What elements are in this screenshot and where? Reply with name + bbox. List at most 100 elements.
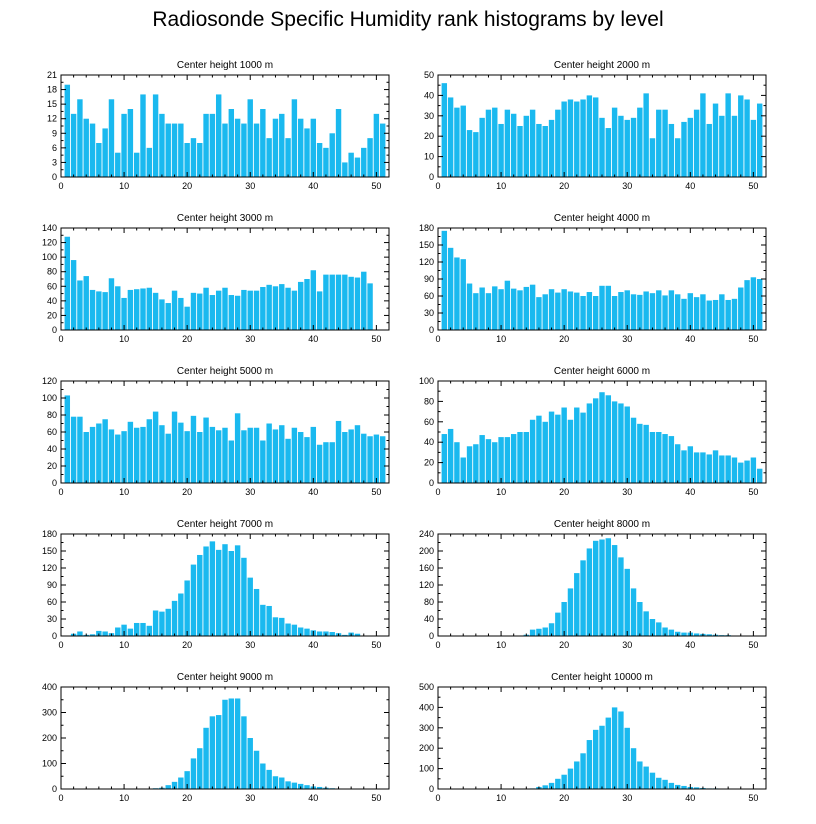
histogram-bar [580,412,586,483]
histogram-bar [744,99,750,177]
histogram-bar [719,294,725,330]
histogram-bar [611,296,618,330]
y-tick-label: 0 [429,172,434,182]
histogram-bar [266,769,272,790]
x-tick-label: 0 [435,640,440,650]
histogram-bar [624,290,630,330]
histogram-bar [209,295,216,330]
histogram-bar [121,297,127,330]
histogram-bar [536,297,542,330]
x-tick-label: 50 [748,793,758,803]
y-tick-label: 60 [424,291,434,301]
histogram-bar [725,93,731,177]
x-tick-label: 20 [559,640,569,650]
histogram-bar [77,280,83,330]
histogram-bar [304,437,310,483]
histogram-bar [361,271,367,330]
histogram-bar [146,147,153,177]
histogram-bar [561,602,567,636]
histogram-bar [70,113,77,177]
histogram-bar [592,97,599,177]
histogram-bar [750,119,757,177]
histogram-bar [731,457,738,483]
histogram-bar [473,293,479,330]
histogram-bar [279,617,285,636]
histogram-bar [64,84,71,177]
histogram-bar [203,727,209,789]
histogram-bar [750,277,757,330]
histogram-bar [102,128,108,177]
x-tick-label: 50 [371,334,381,344]
histogram-bar [323,147,329,177]
y-tick-label: 0 [429,478,434,488]
histogram-bar [77,416,83,483]
histogram-bar [165,608,171,636]
panel-title: Center height 8000 m [554,519,650,530]
x-tick-label: 50 [371,793,381,803]
histogram-bar [700,452,706,483]
histogram-bar [121,113,127,177]
y-tick-label: 80 [47,267,57,277]
histogram-bar [479,287,485,330]
panel-title: Center height 3000 m [177,213,273,224]
histogram-bar [260,287,266,330]
histogram-bar [190,292,197,330]
histogram-bar [637,107,643,177]
histogram-bar [574,761,580,789]
histogram-bar [561,774,567,789]
histogram-bar [266,423,272,483]
histogram-bar [165,785,171,789]
histogram-bar [96,423,102,483]
histogram-bar [580,99,586,177]
histogram-bar [140,426,146,483]
histogram-bar [354,425,361,483]
histogram-bar [260,604,266,636]
histogram-bar [178,422,184,483]
histogram-bar [611,545,618,636]
histogram-bar [706,454,712,483]
histogram-bar [234,413,241,483]
histogram-bar [504,280,511,330]
figure-title: Radiosonde Specific Humidity rank histog… [152,8,664,31]
histogram-bar [329,442,335,483]
histogram-bar [228,295,235,330]
histogram-bar [247,577,253,636]
histogram-bar [630,417,637,483]
histogram-bar [555,292,561,330]
histogram-bar [209,113,216,177]
histogram-bar [637,423,643,483]
histogram-bar [662,109,668,177]
histogram-bar [89,289,96,330]
histogram-bar [272,617,279,636]
histogram-bar [725,455,731,483]
histogram-bar [152,411,159,483]
histogram-bar [586,740,593,789]
histogram-bar [184,771,190,789]
histogram-bar [567,588,574,636]
y-tick-label: 90 [47,580,57,590]
histogram-bar [342,432,348,483]
histogram-bar [643,611,649,636]
histogram-bar [228,109,235,177]
histogram-bar [83,432,89,483]
histogram-bar [108,99,115,177]
histogram-bar [567,768,574,789]
y-tick-label: 0 [429,325,434,335]
x-tick-label: 30 [622,487,632,497]
histogram-bar [643,766,649,789]
histogram-bar [184,431,190,483]
histogram-bar [367,436,373,483]
y-tick-label: 21 [47,70,57,80]
histogram-bar [738,95,744,177]
histogram-bar [342,162,348,177]
histogram-bar [668,782,675,789]
histogram-bar [668,123,675,177]
y-tick-label: 120 [419,257,434,267]
histogram-bar [197,748,203,789]
histogram-bar [466,446,473,483]
panel-10: Center height 10000 m0 10 20 30 40 5001002003… [419,672,767,803]
histogram-bar [630,117,637,177]
x-tick-label: 40 [308,487,318,497]
y-tick-label: 0 [52,325,57,335]
histogram-bar [184,143,190,177]
